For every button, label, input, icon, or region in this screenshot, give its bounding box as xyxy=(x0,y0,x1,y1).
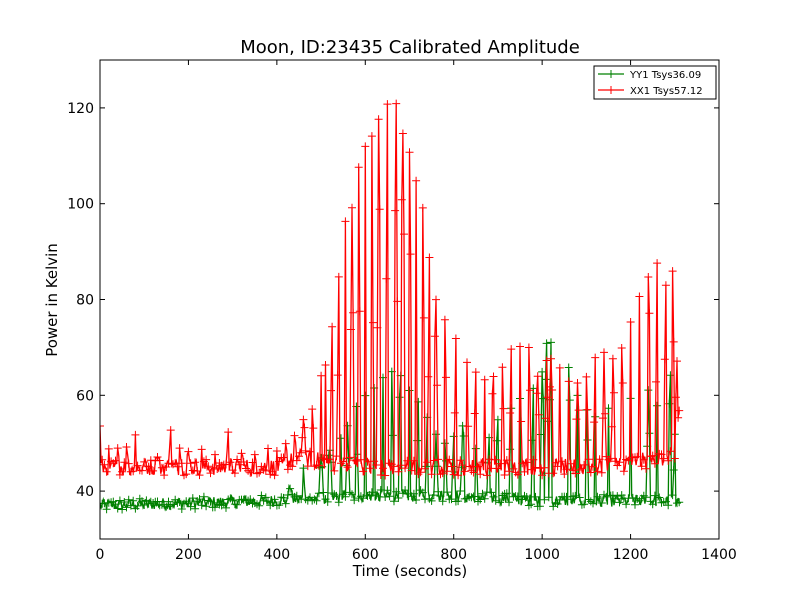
legend-label: XX1 Tsys57.12 xyxy=(630,86,703,97)
legend-label: YY1 Tsys36.09 xyxy=(629,70,701,81)
x-tick-label: 200 xyxy=(175,547,202,563)
legend-marker xyxy=(607,70,615,78)
y-tick-label: 120 xyxy=(67,101,94,117)
x-tick-label: 1200 xyxy=(613,547,649,563)
x-tick-label: 400 xyxy=(263,547,290,563)
y-tick-label: 100 xyxy=(67,197,94,213)
x-axis-label: Time (seconds) xyxy=(352,562,468,580)
x-tick-label: 1000 xyxy=(524,547,560,563)
y-tick-label: 60 xyxy=(76,388,94,404)
x-tick-label: 0 xyxy=(96,547,105,563)
y-tick-label: 40 xyxy=(76,484,94,500)
y-axis: 40 60 80 100 120 xyxy=(67,101,719,500)
y-tick-label: 80 xyxy=(76,293,94,309)
y-axis-label: Power in Kelvin xyxy=(43,243,61,357)
series-layer xyxy=(100,99,684,514)
legend-box xyxy=(593,65,717,100)
plot-area xyxy=(100,99,684,514)
legend-marker xyxy=(607,86,615,94)
series-markers xyxy=(100,99,684,480)
x-axis: 0 200 400 600 800 1000 1200 1400 xyxy=(96,60,737,563)
x-tick-label: 1400 xyxy=(701,547,737,563)
series-xx1 xyxy=(100,99,684,480)
x-tick-label: 600 xyxy=(352,547,379,563)
chart-title: Moon, ID:23435 Calibrated Amplitude xyxy=(240,37,580,58)
legend: YY1 Tsys36.09 XX1 Tsys57.12 xyxy=(593,65,717,100)
x-tick-label: 800 xyxy=(440,547,467,563)
